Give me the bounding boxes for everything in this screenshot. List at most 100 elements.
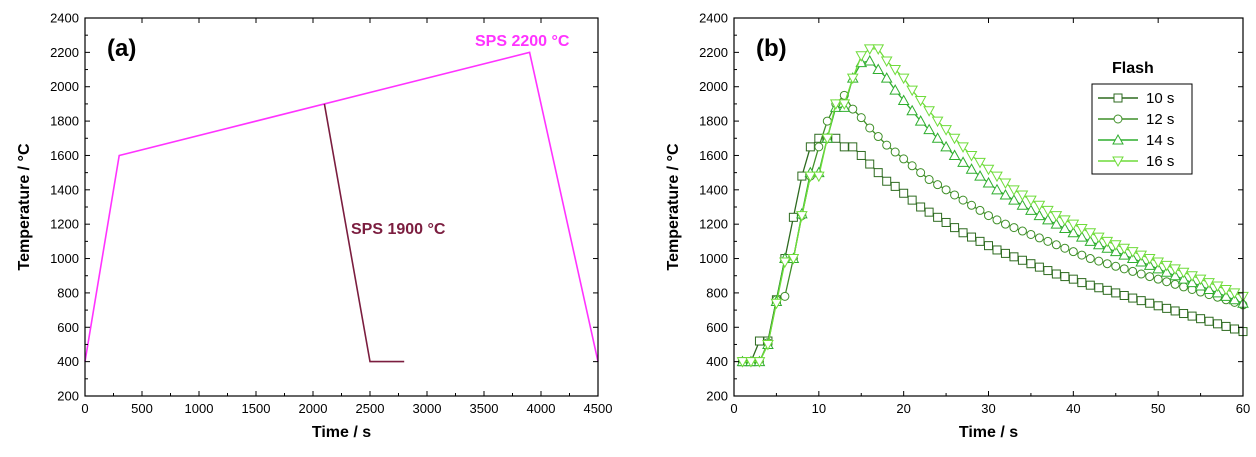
data-point [1145, 272, 1155, 282]
series-line [323, 103, 405, 363]
x-tick-label: 20 [896, 401, 910, 416]
data-point [797, 171, 807, 181]
data-point [931, 116, 944, 128]
series-annotation: SPS 1900 °C [351, 221, 446, 238]
data-point [1213, 319, 1223, 329]
legend-item: 16 s [1098, 153, 1174, 170]
data-point [1025, 204, 1037, 215]
data-point [1017, 255, 1027, 265]
series-group [84, 51, 599, 363]
plot-frame [733, 17, 1244, 397]
data-point [1085, 254, 1095, 264]
data-point [1068, 247, 1078, 257]
data-point [1092, 238, 1105, 250]
data-point [1008, 185, 1020, 196]
data-point [924, 207, 934, 217]
data-point [865, 123, 875, 133]
data-point [1170, 306, 1180, 316]
data-point [780, 291, 790, 301]
data-point [1118, 243, 1131, 255]
series-group [736, 44, 1249, 368]
data-point [965, 163, 978, 174]
legend-label: 16 s [1146, 153, 1174, 170]
data-point [1043, 266, 1053, 276]
data-point [1051, 240, 1061, 250]
data-point [745, 357, 757, 368]
data-point [1143, 259, 1156, 270]
data-point [753, 357, 766, 368]
data-point [880, 72, 893, 83]
data-point [1034, 262, 1044, 272]
data-point [1051, 269, 1061, 279]
data-point [796, 211, 808, 222]
data-point [958, 228, 968, 238]
data-point [1109, 240, 1122, 251]
data-point [940, 125, 952, 136]
x-tick-label: 4500 [584, 401, 613, 416]
data-point [1186, 276, 1198, 288]
data-point [873, 132, 883, 142]
data-point [906, 104, 918, 116]
data-point [1179, 309, 1189, 319]
data-point [838, 99, 851, 110]
data-point [754, 336, 764, 346]
data-point [950, 190, 960, 200]
data-point [821, 133, 834, 145]
legend-label: 14 s [1146, 132, 1174, 149]
data-point [1220, 290, 1232, 301]
data-point [931, 132, 944, 143]
data-point [762, 339, 774, 351]
data-point [1118, 249, 1131, 260]
data-point [1153, 301, 1163, 311]
y-tick-label: 1800 [50, 114, 79, 129]
data-point [965, 150, 978, 162]
y-tick-label: 1200 [50, 217, 79, 232]
data-point [1153, 274, 1163, 284]
data-point [948, 149, 961, 160]
data-point [1145, 298, 1155, 308]
data-point [1169, 264, 1181, 275]
y-tick-label: 600 [706, 320, 728, 335]
data-point [1016, 190, 1029, 202]
data-point [897, 94, 910, 105]
data-point [984, 211, 993, 221]
y-tick-label: 2400 [50, 11, 79, 26]
x-tick-label: 4000 [527, 401, 556, 416]
y-tick-label: 200 [57, 389, 79, 404]
legend-marker [1113, 93, 1123, 103]
data-point [1102, 285, 1112, 295]
data-point [940, 140, 952, 152]
data-point [1009, 223, 1019, 233]
data-point [1092, 232, 1105, 244]
data-point [1084, 235, 1097, 246]
data-point [992, 215, 1002, 225]
data-point [1204, 316, 1214, 326]
plot-frame [84, 17, 599, 397]
data-point [1016, 199, 1029, 210]
y-tick-label: 1600 [50, 148, 79, 163]
data-point [1034, 233, 1044, 243]
data-point [779, 257, 791, 269]
data-point [924, 175, 934, 185]
series-annotation: SPS 2200 °C [475, 33, 570, 50]
y-tick-label: 1200 [699, 217, 728, 232]
data-point [1077, 250, 1087, 260]
data-point [814, 142, 824, 152]
data-point [1135, 250, 1148, 262]
data-point [1162, 303, 1172, 313]
data-point [1111, 288, 1121, 298]
chart-panel-a: 0 500 1000 1500 2000 2500 3000 3500 4000 4500 200 4… [16, 11, 612, 442]
data-point [1109, 245, 1122, 257]
y-axis-label: Temperature / °C [16, 143, 33, 270]
data-point [872, 44, 885, 55]
y-tick-label: 800 [57, 285, 79, 300]
data-point [1143, 254, 1156, 265]
legend-marker [1112, 133, 1124, 145]
y-tick-label: 1800 [699, 114, 728, 129]
data-point [1025, 195, 1037, 207]
data-point [873, 168, 883, 178]
data-point [1111, 261, 1121, 271]
data-point [1026, 229, 1036, 239]
